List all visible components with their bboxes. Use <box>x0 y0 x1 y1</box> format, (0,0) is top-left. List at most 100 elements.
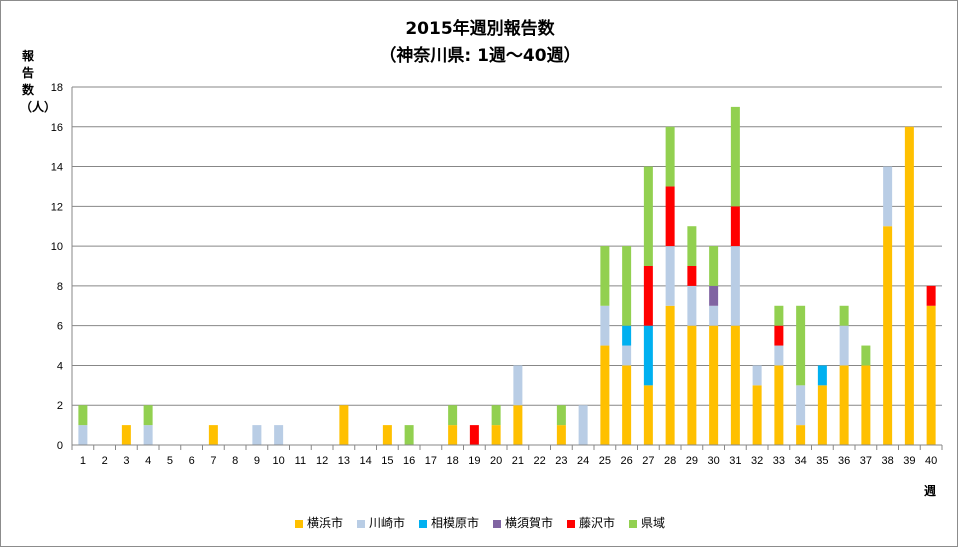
bar-segment <box>448 405 458 426</box>
bar-segment <box>774 365 784 445</box>
legend-label: 川崎市 <box>368 516 405 530</box>
legend-label: 横浜市 <box>306 516 343 530</box>
bar-segment <box>78 425 88 445</box>
x-tick-label: 35 <box>816 455 828 467</box>
bar-segment <box>839 365 849 445</box>
x-tick-label: 3 <box>123 455 129 467</box>
x-tick-label: 18 <box>447 455 459 467</box>
x-tick-label: 21 <box>512 455 524 467</box>
x-tick-label: 13 <box>338 455 350 467</box>
x-tick-label: 11 <box>295 455 306 467</box>
bar-segment <box>339 405 349 445</box>
bar-segment <box>404 425 414 445</box>
y-tick-label: 4 <box>57 360 63 372</box>
bar-segment <box>252 425 262 445</box>
bar-segment <box>774 325 784 346</box>
bar-segment <box>622 325 632 346</box>
legend-swatch <box>493 519 501 528</box>
bar-segment <box>622 246 632 326</box>
y-tick-label: 14 <box>51 162 63 174</box>
legend: 横浜市 川崎市 相模原市 横須賀市 藤沢市 県域 <box>0 514 960 531</box>
x-tick-label: 31 <box>729 455 741 467</box>
x-tick-label: 23 <box>555 455 567 467</box>
legend-swatch <box>294 519 303 528</box>
bar-segment <box>556 405 566 426</box>
bar-segment <box>448 425 458 445</box>
x-tick-label: 25 <box>599 455 611 467</box>
x-tick-label: 2 <box>102 455 108 467</box>
bar-segment <box>687 285 697 326</box>
x-tick-label: 8 <box>232 455 238 467</box>
legend-item: 川崎市 <box>356 514 405 531</box>
bar-segment <box>208 425 218 445</box>
legend-swatch <box>567 519 576 528</box>
legend-item: 横浜市 <box>294 514 343 531</box>
bar-segment <box>143 405 153 426</box>
bar-segment <box>839 325 849 366</box>
bar-segment <box>687 226 697 266</box>
bar-segment <box>513 365 523 406</box>
bar-segment <box>469 425 479 445</box>
bar-segment <box>622 365 632 445</box>
bar-segment <box>796 425 806 445</box>
legend-label: 横須賀市 <box>505 516 554 530</box>
bar-segment <box>709 246 719 286</box>
bar-segment <box>665 186 675 247</box>
bar-segment <box>687 325 697 445</box>
x-tick-label: 26 <box>621 455 633 467</box>
bar-segment <box>600 345 610 445</box>
bar-segment <box>926 305 936 445</box>
bar-segment <box>861 345 871 366</box>
bars <box>78 106 936 446</box>
x-tick-label: 1 <box>80 455 86 467</box>
x-tick-label: 14 <box>360 455 372 467</box>
chart-subtitle: （神奈川県: 1週〜40週） <box>379 46 581 66</box>
x-tick-label: 5 <box>167 455 173 467</box>
bar-segment <box>491 425 501 445</box>
legend-swatch <box>629 519 638 528</box>
legend-item: 県域 <box>629 514 665 531</box>
y-tick-label: 12 <box>51 201 63 213</box>
x-tick-label: 10 <box>273 455 285 467</box>
bar-segment <box>600 305 610 346</box>
x-tick-label: 17 <box>425 455 437 467</box>
x-tick-label: 7 <box>210 455 216 467</box>
bar-segment <box>752 365 762 386</box>
y-tick-label: 18 <box>51 82 63 94</box>
x-tick-label: 32 <box>751 455 763 467</box>
chart-title: 2015年週別報告数 <box>405 19 555 39</box>
x-tick-label: 38 <box>882 455 894 467</box>
x-tick-label: 27 <box>642 455 654 467</box>
bar-segment <box>665 246 675 306</box>
x-tick-label: 19 <box>468 455 480 467</box>
bar-segment <box>78 405 88 426</box>
bar-segment <box>926 285 936 306</box>
x-tick-label: 15 <box>381 455 393 467</box>
bar-segment <box>578 405 588 445</box>
bar-segment <box>774 305 784 326</box>
bar-segment <box>904 126 914 446</box>
bar-segment <box>600 246 610 306</box>
bar-segment <box>709 325 719 445</box>
x-tick-label: 33 <box>773 455 785 467</box>
y-tick-label: 16 <box>51 122 63 134</box>
bar-segment <box>730 106 740 207</box>
x-tick-label: 30 <box>708 455 720 467</box>
legend-label: 相模原市 <box>430 516 479 530</box>
bar-segment <box>556 425 566 445</box>
y-tick-label: 6 <box>57 321 63 333</box>
bar-segment <box>622 345 632 366</box>
bar-segment <box>382 425 392 445</box>
bar-segment <box>752 385 762 445</box>
bar-segment <box>643 166 653 266</box>
x-tick-label: 22 <box>534 455 546 467</box>
bar-segment <box>796 385 806 426</box>
bar-segment <box>643 385 653 445</box>
bar-segment <box>817 385 827 445</box>
legend-label: 藤沢市 <box>579 516 616 530</box>
y-tick-label: 8 <box>57 281 63 293</box>
bar-segment <box>883 166 893 227</box>
x-tick-label: 29 <box>686 455 698 467</box>
